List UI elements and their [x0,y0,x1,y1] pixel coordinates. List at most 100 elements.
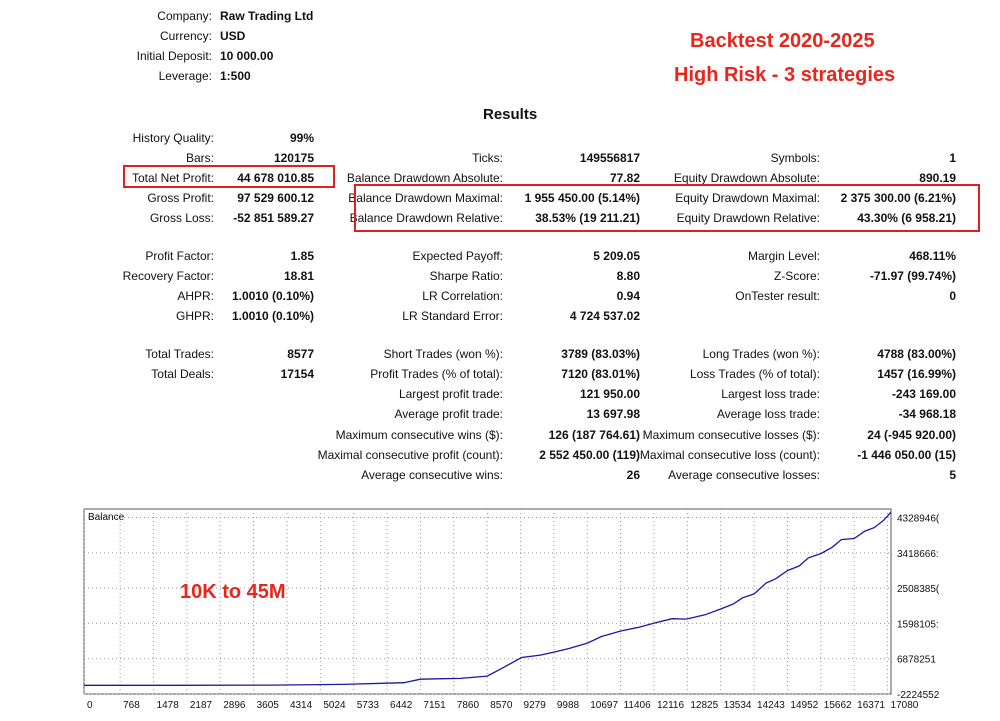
stat-value-equity-drawdown-absolute: 890.19 [919,171,956,185]
initial-deposit-label: Initial Deposit: [136,49,212,63]
stat-value-average-consecutive-wins: 26 [626,468,640,482]
leverage-value: 1:500 [220,69,251,83]
stat-label-average-consecutive-wins: Average consecutive wins: [361,468,503,482]
stat-value-balance-drawdown-maximal: 1 955 450.00 (5.14%) [524,191,640,205]
x-tick-label: 15662 [824,700,852,711]
stat-label-total-deals: Total Deals: [151,367,214,381]
stat-label-bars: Bars: [185,151,214,165]
currency-value: USD [220,29,246,43]
company-value: Raw Trading Ltd [220,9,314,23]
stat-value-short-trades-won: 3789 (83.03%) [561,347,640,361]
y-tick-label: -2224552 [897,690,940,701]
balance-line [84,511,892,686]
stat-label-gross-profit: Gross Profit: [147,191,214,205]
x-tick-label: 7151 [423,700,446,711]
stat-value-ontester-result: 0 [949,289,956,303]
stat-value-symbols: 1 [949,151,956,165]
stat-label-lr-correlation: LR Correlation: [422,289,503,303]
stat-label-largest-loss-trade: Largest loss trade: [721,387,820,401]
x-tick-label: 2187 [190,700,213,711]
stat-value-recovery-factor: 18.81 [283,269,314,283]
x-tick-label: 0 [87,700,93,711]
stat-value-maximum-consecutive-wins: 126 (187 764.61) [548,428,640,442]
stat-value-sharpe-ratio: 8.80 [616,269,640,283]
currency-label: Currency: [159,29,212,43]
stat-label-ghpr: GHPR: [175,309,214,323]
x-tick-label: 3605 [257,700,280,711]
stat-label-maximal-consecutive-loss-count: Maximal consecutive loss (count): [639,448,820,462]
stat-value-margin-level: 468.11% [909,249,956,263]
stat-value-gross-profit: 97 529 600.12 [237,191,314,205]
stat-label-long-trades-won: Long Trades (won %): [702,347,820,361]
stat-label-balance-drawdown-absolute: Balance Drawdown Absolute: [346,171,503,185]
stat-value-expected-payoff: 5 209.05 [593,249,640,263]
stat-value-maximal-consecutive-profit-count: 2 552 450.00 (119) [539,448,640,462]
stat-label-total-net-profit: Total Net Profit: [131,171,214,185]
x-tick-label: 13534 [724,700,752,711]
stat-value-ahpr: 1.0010 (0.10%) [231,289,314,303]
x-tick-label: 12825 [690,700,718,711]
x-tick-label: 9988 [557,700,580,711]
stat-value-largest-loss-trade: -243 169.00 [891,387,956,401]
x-tick-label: 9279 [524,700,547,711]
stat-label-maximum-consecutive-losses: Maximum consecutive losses ($): [642,428,820,442]
stat-value-equity-drawdown-maximal: 2 375 300.00 (6.21%) [840,191,956,205]
x-tick-label: 8570 [490,700,513,711]
stat-value-lr-standard-error: 4 724 537.02 [569,309,640,323]
stat-label-short-trades-won: Short Trades (won %): [383,347,503,361]
y-tick-label: 2508385( [897,584,940,595]
stat-value-total-net-profit: 44 678 010.85 [237,171,314,185]
balance-chart-svg: 0 768 1478 2187 2896 3605 4314 5024 5733 6442 7151… [83,508,940,711]
stat-value-balance-drawdown-relative: 38.53% (19 211.21) [535,211,640,225]
stat-value-profit-factor: 1.85 [290,249,314,263]
stat-label-recovery-factor: Recovery Factor: [122,269,214,283]
x-tick-label: 768 [123,700,140,711]
stat-value-ghpr: 1.0010 (0.10%) [231,309,314,323]
balance-chart: 0 768 1478 2187 2896 3605 4314 5024 5733 6442 7151… [0,500,1000,721]
y-tick-label: 1598105: [897,619,939,630]
stat-value-profit-trades-of-total: 7120 (83.01%) [561,367,640,381]
stat-label-ontester-result: OnTester result: [735,289,820,303]
stat-label-total-trades: Total Trades: [145,347,214,361]
initial-deposit-value: 10 000.00 [220,49,274,63]
stat-value-average-loss-trade: -34 968.18 [898,407,956,421]
company-label: Company: [157,9,212,23]
stat-label-ticks: Ticks: [472,151,503,165]
stat-value-total-trades: 8577 [287,347,314,361]
stat-label-equity-drawdown-maximal: Equity Drawdown Maximal: [675,191,820,205]
stat-label-z-score: Z-Score: [773,269,820,283]
y-tick-label: 6878251 [897,655,936,666]
stat-value-bars: 120175 [273,151,314,165]
y-tick-label: 4328946( [897,514,940,525]
stat-label-average-consecutive-losses: Average consecutive losses: [668,468,820,482]
stat-label-gross-loss: Gross Loss: [149,211,214,225]
stat-value-maximum-consecutive-losses: 24 (-945 920.00) [867,428,956,442]
leverage-label: Leverage: [158,69,212,83]
stat-label-lr-standard-error: LR Standard Error: [402,309,503,323]
stat-label-equity-drawdown-relative: Equity Drawdown Relative: [676,211,820,225]
stat-label-average-loss-trade: Average loss trade: [716,407,820,421]
stat-value-gross-loss: -52 851 589.27 [233,211,314,225]
stat-label-maximal-consecutive-profit-count: Maximal consecutive profit (count): [317,448,503,462]
stat-label-sharpe-ratio: Sharpe Ratio: [429,269,503,283]
x-tick-label: 14952 [790,700,818,711]
x-tick-label: 6442 [390,700,413,711]
chart-annotation: 10K to 45M [180,581,286,603]
stat-label-profit-trades-of-total: Profit Trades (% of total): [370,367,503,381]
stat-value-balance-drawdown-absolute: 77.82 [609,171,640,185]
highlight-net-profit [123,165,335,188]
stat-label-ahpr: AHPR: [177,289,214,303]
annotation-title-1: Backtest 2020-2025 [690,30,875,52]
stat-value-history-quality: 99% [289,131,314,145]
chart-title: Balance [88,512,125,523]
stat-value-z-score: -71.97 (99.74%) [869,269,956,283]
stat-label-largest-profit-trade: Largest profit trade: [398,387,503,401]
y-tick-label: 3418666: [897,549,939,560]
stat-value-average-profit-trade: 13 697.98 [586,407,640,421]
results-heading: Results [483,106,538,123]
stat-label-profit-factor: Profit Factor: [145,249,214,263]
stat-value-loss-trades-of-total: 1457 (16.99%) [877,367,956,381]
x-tick-label: 12116 [657,700,685,711]
stat-label-balance-drawdown-relative: Balance Drawdown Relative: [349,211,503,225]
highlight-drawdown [354,184,980,232]
